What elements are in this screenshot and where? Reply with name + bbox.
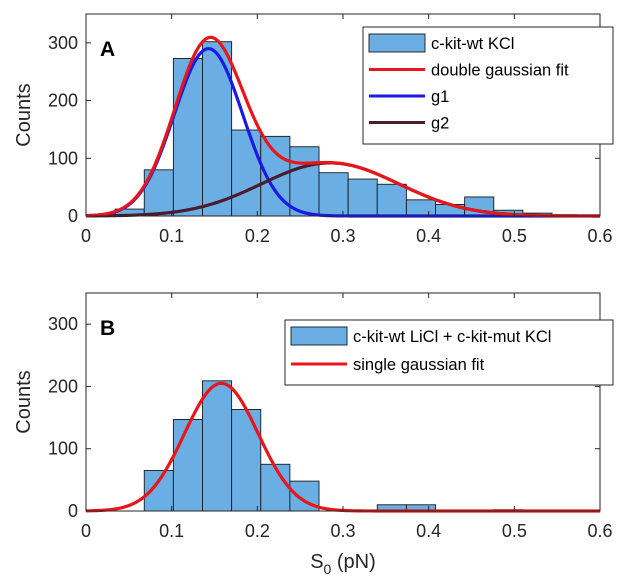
y-tick-label: 0 <box>68 501 78 521</box>
histogram-bar <box>318 172 349 217</box>
y-tick-label: 300 <box>48 314 78 334</box>
legend-label: double gaussian fit <box>431 62 569 80</box>
x-tick-label: 0.1 <box>159 521 184 541</box>
x-tick-label: 0 <box>81 226 91 246</box>
y-tick-label: 0 <box>68 206 78 226</box>
histogram-bar <box>202 380 233 512</box>
y-tick-label: 100 <box>48 148 78 168</box>
x-axis-label: S0 (pN) <box>310 551 376 577</box>
legend-swatch <box>368 33 426 53</box>
legend-swatch <box>290 326 348 346</box>
x-tick-label: 0.1 <box>159 226 184 246</box>
y-tick-label: 200 <box>48 91 78 111</box>
histogram-bar <box>202 41 233 217</box>
x-tick-label: 0.5 <box>502 226 527 246</box>
histogram-bar <box>405 199 436 217</box>
y-axis-label: Counts <box>13 83 35 146</box>
panel-label: A <box>100 38 115 61</box>
x-tick-label: 0.5 <box>502 521 527 541</box>
histogram-bar <box>231 409 262 512</box>
legend: c-kit-wt KCl double gaussian fit g1 g2 <box>362 26 614 145</box>
chart-panel-a: 0 0.1 0.2 0.3 0.4 0.5 0.6 0 100 200 300 Counts A c-ki… <box>13 13 614 246</box>
x-tick-label: 0.3 <box>330 226 355 246</box>
histogram-bar <box>376 183 407 217</box>
histogram-bar <box>231 129 262 217</box>
legend-label: g2 <box>431 115 449 133</box>
x-tick-label: 0.3 <box>330 521 355 541</box>
histogram-bars <box>114 41 553 217</box>
x-tick-label: 0.4 <box>416 226 441 246</box>
x-axis-label-main: S <box>310 551 323 573</box>
legend-label: c-kit-wt KCl <box>431 35 514 53</box>
x-tick-label: 0.2 <box>245 521 270 541</box>
x-tick-label: 0.6 <box>587 521 612 541</box>
x-axis-label-subscript: 0 <box>324 561 332 577</box>
histogram-bar <box>347 178 378 217</box>
histogram-bar <box>172 418 203 512</box>
histogram-bar <box>172 57 203 217</box>
histogram-bar <box>289 146 320 217</box>
y-axis-label: Counts <box>13 370 35 433</box>
legend-label: c-kit-wt LiCl + c-kit-mut KCl <box>353 328 551 346</box>
legend-label: g1 <box>431 88 449 106</box>
x-tick-label: 0.6 <box>587 226 612 246</box>
y-tick-label: 200 <box>48 376 78 396</box>
y-tick-label: 100 <box>48 439 78 459</box>
x-tick-label: 0.2 <box>245 226 270 246</box>
legend: c-kit-wt LiCl + c-kit-mut KCl single gaus… <box>284 319 614 386</box>
histogram-bar <box>260 463 291 512</box>
x-tick-label: 0 <box>81 521 91 541</box>
x-tick-label: 0.4 <box>416 521 441 541</box>
legend-label: single gaussian fit <box>353 356 485 374</box>
x-axis-label-unit: (pN) <box>331 551 375 573</box>
y-tick-label: 300 <box>48 33 78 53</box>
panel-label: B <box>100 317 115 340</box>
